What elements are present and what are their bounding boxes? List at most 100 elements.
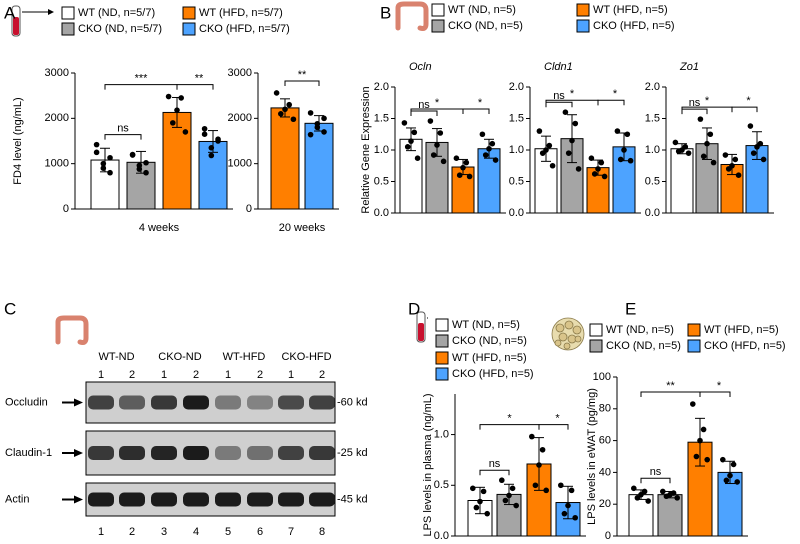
data-point <box>588 155 595 161</box>
data-point <box>484 510 491 517</box>
y-tick-label: 3000 <box>45 67 69 79</box>
significance-bracket <box>731 106 758 113</box>
blot-group-label: WT-ND <box>98 351 134 363</box>
data-point <box>286 101 293 108</box>
legend-swatch <box>435 318 449 332</box>
data-point <box>727 472 733 479</box>
data-point <box>165 93 172 100</box>
blot-band <box>183 446 209 460</box>
legend-label: WT (HFD, n=5) <box>452 352 527 364</box>
bar <box>270 107 300 210</box>
y-tick-label: 1.0 <box>434 428 449 440</box>
significance-label: ns <box>418 99 430 111</box>
blot-lane-label: 2 <box>193 369 199 381</box>
blot-lane-label: 1 <box>225 369 231 381</box>
data-point <box>704 456 710 463</box>
y-tick-label: 0.5 <box>374 175 389 187</box>
significance-label: * <box>570 88 575 100</box>
data-point <box>440 158 447 165</box>
legend-swatch <box>435 351 449 365</box>
legend-label: CKO (ND, n=5) <box>448 20 523 32</box>
blot-band <box>183 492 209 507</box>
blot-lane-number: 1 <box>98 526 104 538</box>
data-point <box>208 152 215 159</box>
y-tick-label: 0.5 <box>434 479 449 491</box>
y-tick-label: 40 <box>599 466 611 478</box>
data-point <box>660 488 666 495</box>
data-point <box>614 128 621 134</box>
significance-label: ns <box>689 97 701 109</box>
significance-label: ns <box>650 466 662 478</box>
data-point <box>595 166 601 172</box>
significance-label: * <box>507 413 512 425</box>
legend-swatch <box>589 339 603 353</box>
data-point <box>549 162 556 169</box>
colon-icon <box>395 1 429 31</box>
data-point <box>404 144 411 150</box>
data-point <box>427 118 434 124</box>
blot-lane-number: 4 <box>193 526 199 538</box>
data-point <box>747 123 754 129</box>
legend-label: CKO (HFD, n=5/7) <box>199 23 290 35</box>
blot-band <box>215 446 241 460</box>
blot-band <box>309 492 335 507</box>
blot-size-label: -45 kd <box>337 493 368 505</box>
blot-lane-number: 6 <box>257 526 263 538</box>
data-point <box>562 109 569 115</box>
data-point <box>617 156 624 163</box>
data-point <box>107 154 113 161</box>
y-tick-label: 2000 <box>45 112 69 124</box>
legend-label: WT (HFD, n=5) <box>593 4 668 16</box>
data-point <box>430 152 437 158</box>
blot-lane-number: 3 <box>161 526 167 538</box>
data-point <box>489 140 496 147</box>
data-point <box>685 150 692 156</box>
significance-label: *** <box>135 72 149 84</box>
data-point <box>314 124 321 131</box>
data-point <box>732 156 739 163</box>
blot-lane-label: 1 <box>288 369 294 381</box>
data-point <box>568 487 575 494</box>
data-point <box>539 150 546 156</box>
data-point <box>543 487 549 494</box>
data-point <box>143 159 149 166</box>
data-point <box>674 495 680 501</box>
data-point <box>710 159 717 166</box>
legend-swatch <box>182 22 196 36</box>
legend-swatch <box>431 19 445 33</box>
blot-band <box>151 492 177 507</box>
data-point <box>182 129 189 135</box>
legend-label: WT (HFD, n=5/7) <box>199 7 283 19</box>
data-point <box>178 95 184 101</box>
significance-bracket <box>538 424 569 430</box>
blot-arrowhead <box>74 398 83 407</box>
y-tick-label: 1.0 <box>509 144 524 156</box>
bar <box>670 148 694 214</box>
significance-bracket <box>104 134 142 140</box>
significance-bracket <box>462 108 490 115</box>
tube-icon <box>416 311 428 343</box>
y-tick-label: 1.5 <box>374 112 389 124</box>
data-point <box>482 152 489 158</box>
data-point <box>638 491 644 498</box>
blot-band <box>309 446 335 460</box>
legend-label: WT (ND, n=5) <box>452 319 520 331</box>
blot-lane-label: 1 <box>161 369 167 381</box>
data-point <box>143 169 149 176</box>
significance-bracket <box>640 391 701 398</box>
data-point <box>174 107 180 113</box>
data-point <box>453 155 460 161</box>
legend-label: CKO (ND, n=5/7) <box>78 23 162 35</box>
legend-label: WT (HFD, n=5) <box>704 324 779 336</box>
blot-row-label: Claudin-1 <box>5 447 52 459</box>
significance-label: * <box>555 413 560 425</box>
significance-label: * <box>478 97 483 109</box>
blot-band <box>309 395 335 410</box>
y-tick-label: 0.0 <box>374 207 389 219</box>
data-point <box>529 433 535 440</box>
y-tick-label: 0.0 <box>509 207 524 219</box>
data-point <box>539 446 546 453</box>
data-point <box>414 155 421 161</box>
data-point <box>201 125 208 132</box>
data-point <box>411 129 418 136</box>
